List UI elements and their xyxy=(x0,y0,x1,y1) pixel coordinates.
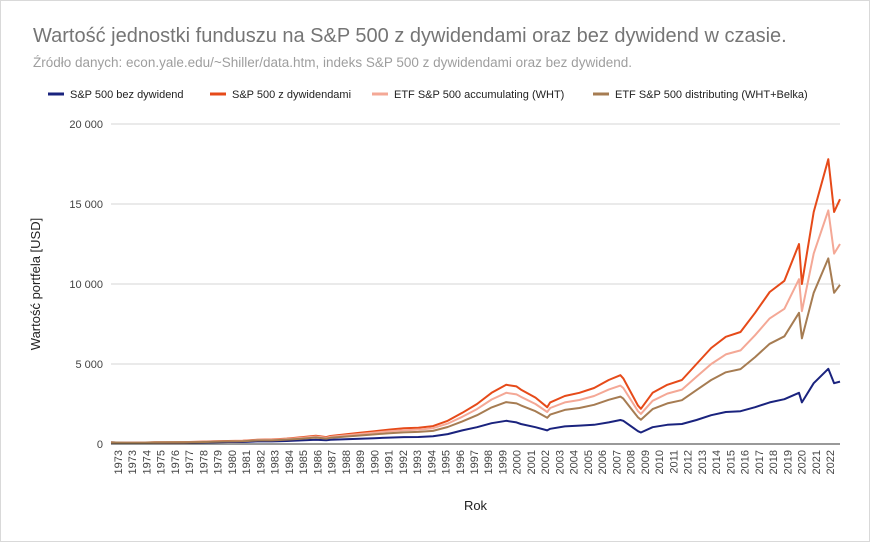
x-tick-label: 2000 xyxy=(512,450,524,474)
x-tick-label: 1977 xyxy=(184,450,196,474)
x-tick-label: 1978 xyxy=(198,450,210,474)
x-tick-label: 2010 xyxy=(654,450,666,474)
y-tick-label: 10 000 xyxy=(69,279,103,291)
y-tick-label: 5 000 xyxy=(75,359,103,371)
legend: S&P 500 bez dywidend S&P 500 z dywidendam… xyxy=(48,89,808,101)
x-tick-label: 2016 xyxy=(740,450,752,474)
x-tick-label: 1997 xyxy=(469,450,481,474)
x-tick-label: 1980 xyxy=(227,450,239,474)
x-tick-label: 2015 xyxy=(725,450,737,474)
x-tick-label: 1979 xyxy=(213,450,225,474)
x-tick-label: 1995 xyxy=(441,450,453,474)
x-tick-label: 1984 xyxy=(284,450,296,474)
x-tick-label: 1991 xyxy=(384,450,396,474)
legend-label: ETF S&P 500 accumulating (WHT) xyxy=(394,89,564,101)
x-tick-labels: 1973 1973 1974 1975 1976 1977 1978 1979 1980 1981… xyxy=(113,450,837,474)
x-tick-label: 1986 xyxy=(312,450,324,474)
x-tick-label: 2017 xyxy=(754,450,766,474)
x-tick-label: 1973 xyxy=(113,450,125,474)
x-tick-label: 2003 xyxy=(554,450,566,474)
legend-label: ETF S&P 500 distributing (WHT+Belka) xyxy=(615,89,808,101)
x-tick-label: 1974 xyxy=(141,450,153,474)
x-tick-label: 1988 xyxy=(341,450,353,474)
x-tick-label: 2004 xyxy=(569,450,581,474)
x-tick-label: 2006 xyxy=(597,450,609,474)
chart-subtitle: Źródło danych: econ.yale.edu/~Shiller/da… xyxy=(33,55,632,70)
x-tick-label: 1982 xyxy=(255,450,267,474)
x-tick-label: 1993 xyxy=(412,450,424,474)
x-tick-label: 2011 xyxy=(668,450,680,474)
x-tick-label: 1994 xyxy=(426,450,438,474)
x-tick-label: 1990 xyxy=(369,450,381,474)
x-tick-label: 2002 xyxy=(540,450,552,474)
x-tick-label: 2005 xyxy=(583,450,595,474)
x-tick-label: 1973 xyxy=(127,450,139,474)
x-tick-label: 1999 xyxy=(497,450,509,474)
x-tick-label: 2018 xyxy=(768,450,780,474)
x-tick-label: 2019 xyxy=(782,450,794,474)
y-tick-label: 0 xyxy=(97,439,103,451)
x-tick-label: 1996 xyxy=(455,450,467,474)
x-tick-label: 2009 xyxy=(640,450,652,474)
x-tick-label: 1998 xyxy=(483,450,495,474)
x-tick-label: 2008 xyxy=(626,450,638,474)
legend-label: S&P 500 bez dywidend xyxy=(70,89,184,101)
legend-label: S&P 500 z dywidendami xyxy=(232,89,351,101)
y-tick-label: 15 000 xyxy=(69,199,103,211)
x-axis-title: Rok xyxy=(464,498,488,513)
y-axis-title: Wartość portfela [USD] xyxy=(28,218,43,350)
x-tick-label: 2012 xyxy=(683,450,695,474)
x-tick-label: 1987 xyxy=(327,450,339,474)
gridlines xyxy=(111,123,840,365)
x-tick-label: 2007 xyxy=(611,450,623,474)
x-tick-label: 1992 xyxy=(398,450,410,474)
x-tick-label: 2014 xyxy=(711,450,723,474)
series-lines xyxy=(110,158,841,444)
y-tick-label: 20 000 xyxy=(69,119,103,131)
x-tick-label: 2013 xyxy=(697,450,709,474)
x-tick-label: 1989 xyxy=(355,450,367,474)
series-line xyxy=(110,209,841,444)
chart-title: Wartość jednostki funduszu na S&P 500 z … xyxy=(33,25,787,47)
x-tick-label: 2021 xyxy=(811,450,823,474)
x-tick-label: 1983 xyxy=(270,450,282,474)
y-tick-labels: 0 5 000 10 000 15 000 20 000 xyxy=(69,119,103,451)
series-line xyxy=(110,257,841,444)
x-tick-label: 1981 xyxy=(241,450,253,474)
x-tick-label: 2020 xyxy=(797,450,809,474)
x-tick-label: 2001 xyxy=(526,450,538,474)
x-tick-label: 1976 xyxy=(170,450,182,474)
x-tick-label: 1975 xyxy=(156,450,168,474)
x-tick-label: 1985 xyxy=(298,450,310,474)
x-tick-label: 2022 xyxy=(825,450,837,474)
series-line xyxy=(110,158,841,444)
